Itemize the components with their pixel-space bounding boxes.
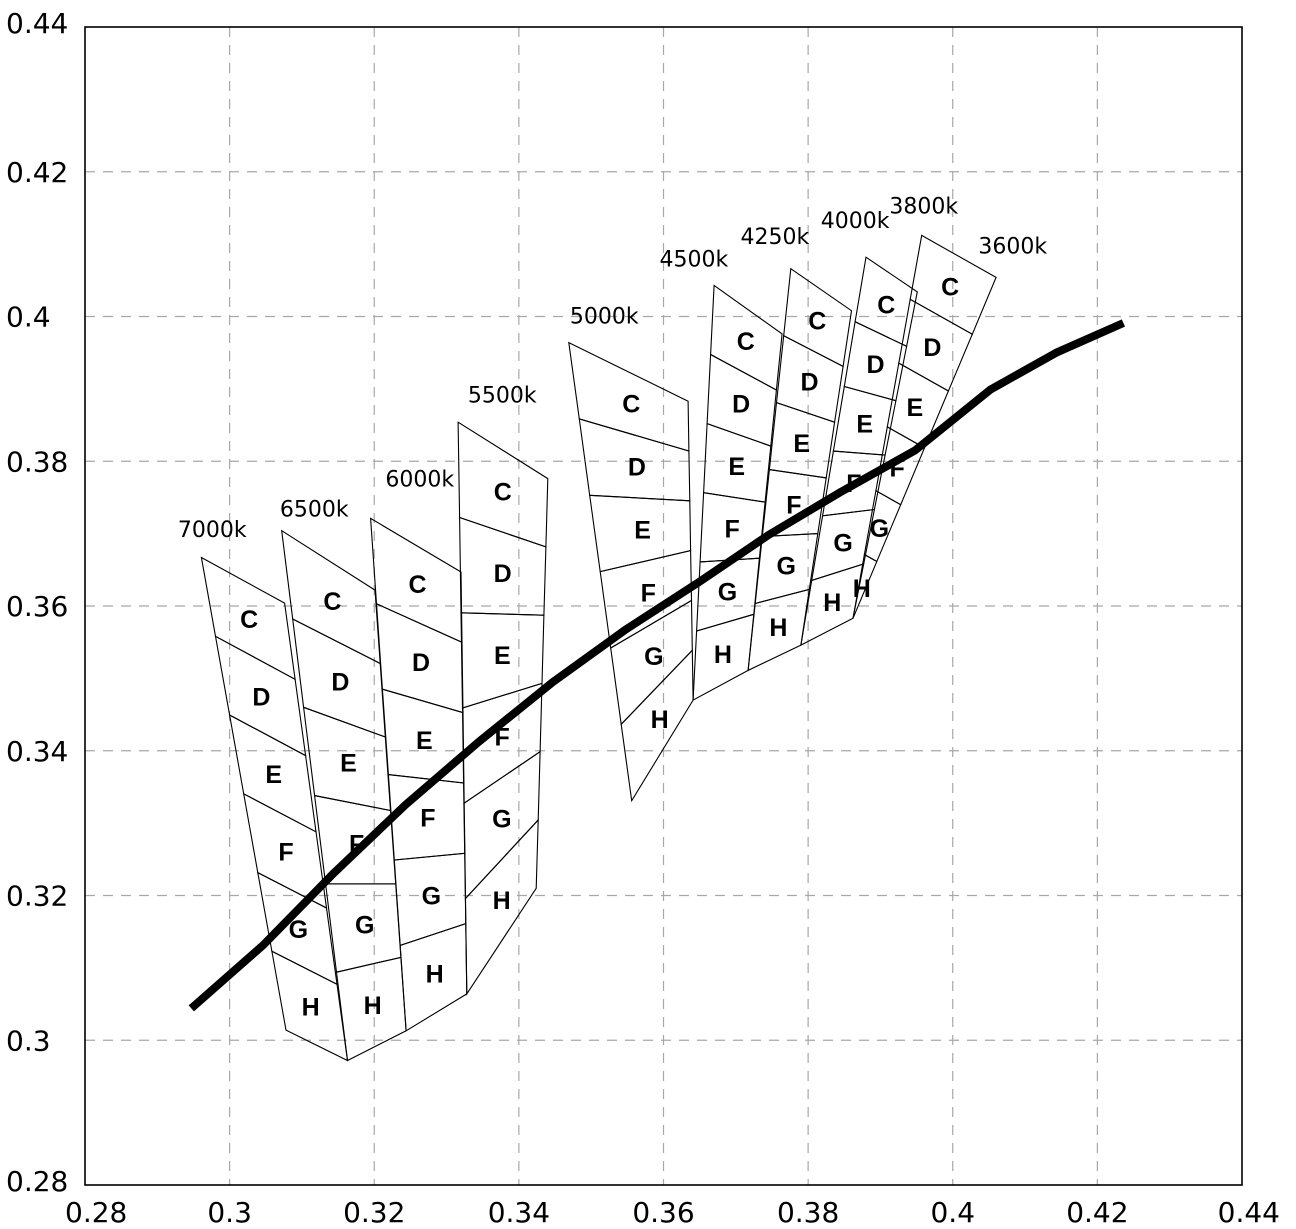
y-axis-tick-labels: 0.28 0.3 0.32 0.34 0.36 0.38 0.4 0.42 0.44 xyxy=(6,7,68,1198)
bin-letter: E xyxy=(856,410,873,438)
bin-letter: D xyxy=(866,351,884,379)
cct-label: 3600k xyxy=(978,235,1047,260)
bin-letter: H xyxy=(426,961,444,989)
bin-letter: D xyxy=(628,454,646,482)
bin-letter: D xyxy=(494,560,512,588)
cct-bin-quadrangles xyxy=(200,234,997,1062)
cct-label: 4500k xyxy=(660,248,729,273)
bin-letter: G xyxy=(492,805,511,833)
cct-label: 4250k xyxy=(741,225,810,250)
bin-letter: D xyxy=(732,391,750,419)
bin-cell xyxy=(464,818,539,996)
y-tick-label: 0.38 xyxy=(6,445,68,478)
x-tick-label: 0.38 xyxy=(777,1196,839,1229)
bin-letter: C xyxy=(808,307,826,335)
x-tick-label: 0.32 xyxy=(343,1196,405,1229)
bin-letter: E xyxy=(416,727,433,755)
y-tick-label: 0.36 xyxy=(6,590,68,623)
bin-letter: E xyxy=(265,761,282,789)
cct-label: 6500k xyxy=(280,497,349,522)
bin-letter: H xyxy=(651,706,669,734)
bin-cell xyxy=(852,553,878,619)
bin-letter: H xyxy=(769,614,787,642)
x-axis-tick-labels: 0.28 0.3 0.32 0.34 0.36 0.38 0.4 0.42 0.44 xyxy=(65,1196,1280,1229)
bin-letter: C xyxy=(494,478,512,506)
bin-letter: H xyxy=(493,887,511,915)
bin-letter: F xyxy=(494,724,509,752)
bin-letter: G xyxy=(718,578,737,606)
bin-letter: C xyxy=(323,588,341,616)
bin-letter: D xyxy=(331,669,349,697)
bin-letter: G xyxy=(776,553,795,581)
cct-label: 4000k xyxy=(821,209,890,234)
bin-letter: H xyxy=(302,994,320,1022)
bin-letter: F xyxy=(420,805,435,833)
cct-label: 3800k xyxy=(889,195,958,220)
planckian-locus xyxy=(188,319,1126,1012)
bin-letter-labels: CDEFGHCDEFGHCDEFGHCDEFGHCDEFGHCDEFGHCDEF… xyxy=(240,274,959,1022)
x-tick-label: 0.4 xyxy=(930,1196,975,1229)
y-tick-label: 0.34 xyxy=(6,735,68,768)
cct-label: 6000k xyxy=(385,468,454,493)
x-tick-label: 0.3 xyxy=(207,1196,252,1229)
bin-letter: C xyxy=(737,328,755,356)
bin-letter: D xyxy=(800,369,818,397)
bin-letter: H xyxy=(714,641,732,669)
y-tick-label: 0.4 xyxy=(6,301,51,334)
bin-letter: E xyxy=(793,430,810,458)
bin-letter: E xyxy=(494,642,511,670)
x-tick-label: 0.28 xyxy=(65,1196,127,1229)
bin-letter: D xyxy=(252,684,270,712)
bin-letter: F xyxy=(786,491,801,519)
bin-letter: E xyxy=(340,750,357,778)
cct-labels: 7000k 6500k 6000k 5500k 5000k 4500k 4250k 4000k… xyxy=(178,195,1047,544)
planckian-locus-line xyxy=(188,319,1126,1012)
bin-letter: E xyxy=(634,517,651,545)
bin-letter: E xyxy=(728,453,745,481)
bin-letter: C xyxy=(622,390,640,418)
bin-letter: G xyxy=(833,529,852,557)
bin-letter: F xyxy=(846,470,861,498)
bin-letter: C xyxy=(877,291,895,319)
bin-letter: E xyxy=(906,394,923,422)
bin-letter: H xyxy=(364,992,382,1020)
bin-letter: F xyxy=(724,516,739,544)
x-tick-label: 0.44 xyxy=(1218,1196,1280,1229)
bin-letter: F xyxy=(889,455,904,483)
bin-letter: F xyxy=(278,839,293,867)
y-tick-label: 0.3 xyxy=(6,1024,51,1057)
y-tick-label: 0.28 xyxy=(6,1165,68,1198)
bin-letter: F xyxy=(349,831,364,859)
bin-letter: H xyxy=(823,589,841,617)
cct-label: 7000k xyxy=(178,518,247,543)
plot-frame xyxy=(84,26,1243,1186)
bin-letter: G xyxy=(289,916,308,944)
bin-letter: G xyxy=(644,643,663,671)
cct-label: 5000k xyxy=(570,305,639,330)
y-tick-label: 0.42 xyxy=(6,156,68,189)
x-tick-label: 0.42 xyxy=(1066,1196,1128,1229)
x-tick-label: 0.34 xyxy=(488,1196,550,1229)
bin-letter: F xyxy=(641,580,656,608)
bin-letter: G xyxy=(422,883,441,911)
bin-letter: C xyxy=(408,571,426,599)
bin-letter: C xyxy=(240,606,258,634)
bin-letter: G xyxy=(870,515,889,543)
cct-label: 5500k xyxy=(468,384,537,409)
y-tick-label: 0.32 xyxy=(6,880,68,913)
bin-letter: G xyxy=(355,911,374,939)
bin-letter: C xyxy=(941,274,959,302)
x-tick-label: 0.36 xyxy=(632,1196,694,1229)
bin-letter: D xyxy=(923,334,941,362)
bin-letter: H xyxy=(853,575,871,603)
y-tick-label: 0.44 xyxy=(6,7,68,40)
bin-letter: D xyxy=(412,649,430,677)
